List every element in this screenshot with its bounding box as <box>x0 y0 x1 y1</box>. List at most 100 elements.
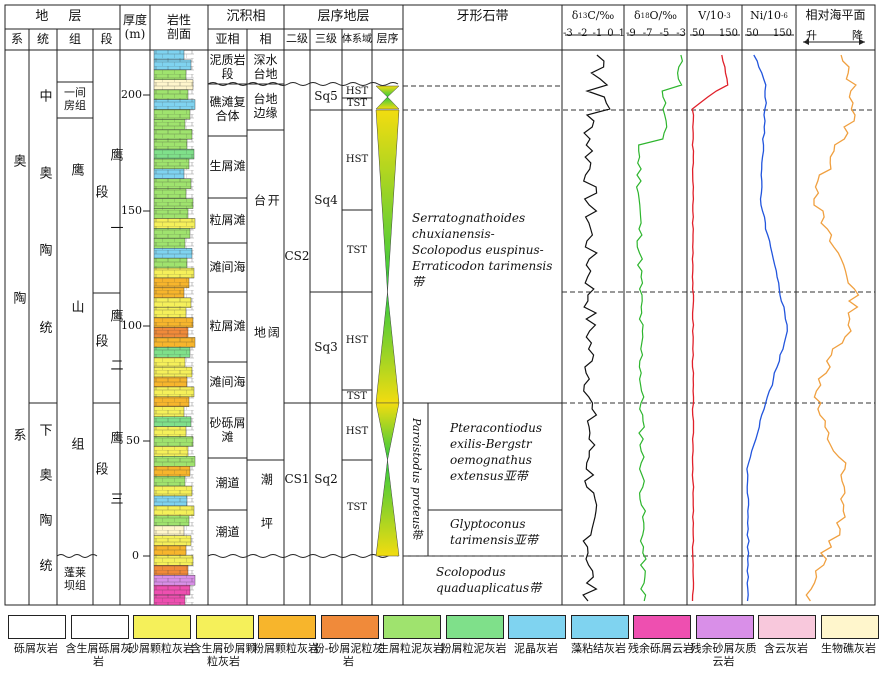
header-subfacies: 亚相 <box>215 31 240 46</box>
conodont-subzone-1: Pteracontiodus exilis-Bergstr oemognathu… <box>450 421 543 483</box>
o18-tick: -3 <box>676 28 686 39</box>
legend: 砾屑灰岩 含生屑砾屑灰岩 砂屑颗粒灰岩 含生屑砂屑颗粒灰岩 粉屑颗粒灰岩 粉-砂屑泥粒灰岩… <box>0 612 880 675</box>
depth-tick: 0 <box>132 549 139 562</box>
sea-down-label: 降 <box>852 29 863 42</box>
ni-curve <box>746 54 788 602</box>
o18-tick: -9 <box>626 28 636 39</box>
header-seq-order: 层序 <box>376 32 399 46</box>
legend-label: 藻粘结灰岩 <box>571 642 626 655</box>
o18-tick: -5 <box>659 28 670 39</box>
ni-tick: 50 <box>746 28 759 39</box>
segment-ying2: 鹰 二 段 <box>92 308 123 388</box>
o18-curve <box>635 54 684 602</box>
ni-ticks: 50 150 <box>746 28 792 39</box>
v-tick: 50 <box>692 28 705 39</box>
residual-sandy-dolomite-swatch-icon <box>695 615 754 639</box>
c13-tick: 0 <box>607 28 614 39</box>
subfacies-item: 粒屑滩 <box>209 212 246 227</box>
sequence-sq3: Sq3 <box>314 339 338 354</box>
tract-label: HST <box>345 154 369 166</box>
legend-label: 砂屑颗粒灰岩 <box>128 642 194 655</box>
sea-level-curve <box>805 54 860 602</box>
header-sequence: 层序地层 <box>317 8 370 24</box>
system-ordovician: 奥 陶 系 <box>10 153 26 502</box>
sandy-grain-swatch-icon <box>133 615 191 639</box>
subfacies-item: 滩间海 <box>209 374 246 389</box>
header-thickness: 厚度 (m) <box>122 12 147 41</box>
header-c13: δ 13 C/‰ <box>571 8 615 22</box>
reef-swatch-icon <box>820 615 879 639</box>
sequence-sq4: Sq4 <box>314 193 338 208</box>
sequence-sq2: Sq2 <box>314 471 338 486</box>
depth-tick: 50 <box>126 434 140 447</box>
subfacies-item: 粒屑滩 <box>209 319 246 334</box>
tract-label: HST <box>345 425 369 437</box>
residual-gravel-dolomite-swatch-icon <box>633 615 691 639</box>
dolomitic-limestone-swatch-icon <box>758 615 816 639</box>
o18-tick: -7 <box>642 28 653 39</box>
depth-tick: 200 <box>121 88 142 101</box>
conodont-zone-lower: Scolopodus quaduaplicatus带 <box>436 565 542 595</box>
sea-up-label: 升 <box>806 29 817 42</box>
c13-tick: -2 <box>577 28 588 39</box>
group-penglaiba: 蓬莱坝组 <box>64 566 86 592</box>
subfacies-item: 砂砾屑滩 <box>209 415 246 444</box>
legend-label: 含生屑砾屑灰岩 <box>65 642 132 668</box>
conodont-subzone-2: Glyptoconus tarimensis亚带 <box>450 517 538 547</box>
legend-label: 残余砂屑灰质云岩 <box>690 642 757 668</box>
bioclast-wacke-swatch-icon <box>383 615 441 639</box>
header-o18: δ 18 O/‰ <box>633 8 678 22</box>
segment-ying3: 鹰 三 段 <box>92 431 123 528</box>
frame-svg <box>4 4 876 606</box>
bioclast-sandy-swatch-icon <box>195 615 254 639</box>
conodont-zone-proteus: Paroistodus proteus带 <box>409 418 423 541</box>
header-v: V/10 -3 <box>698 8 731 22</box>
facies-item: 潮 坪 <box>259 473 274 543</box>
header-lithology: 岩性 剖面 <box>166 12 191 41</box>
header-second-order: 二级 <box>286 32 308 46</box>
ni-tick: 150 <box>772 28 792 39</box>
group-yijianfang: 一间房组 <box>64 86 86 112</box>
header-group: 组 <box>68 31 81 46</box>
header-system: 系 <box>10 31 23 46</box>
bioclast-gravel-swatch-icon <box>70 615 129 639</box>
depth-tick: 100 <box>121 319 142 332</box>
legend-label: 粉屑颗粒灰岩 <box>253 642 319 655</box>
tract-label: TST <box>346 502 368 514</box>
c13-tick: 1 <box>618 28 625 39</box>
silty-grain-swatch-icon <box>258 615 316 639</box>
lithology-column <box>153 50 196 605</box>
depth-tick: 150 <box>121 204 142 217</box>
conodont-zone-upper: Serratognathoides chuxianensis-Scolopodu… <box>412 211 553 289</box>
legend-label: 泥晶灰岩 <box>514 642 558 655</box>
legend-label: 残余砾屑云岩 <box>628 642 694 655</box>
header-facies-col: 相 <box>259 31 272 46</box>
legend-label: 生物礁灰岩 <box>821 642 876 655</box>
facies-item: 深水台地 <box>253 53 278 81</box>
tract-label: TST <box>346 245 368 257</box>
micrite-swatch-icon <box>508 615 566 639</box>
legend-label: 生屑粒泥灰岩 <box>378 642 444 655</box>
facies-item: 台地边缘 <box>253 92 278 120</box>
c13-tick: -3 <box>563 28 573 39</box>
legend-label: 砾屑灰岩 <box>14 642 58 655</box>
header-series: 统 <box>36 31 49 46</box>
header-third-order: 三级 <box>315 32 337 46</box>
header-stratum: 地 层 <box>35 8 90 24</box>
header-facies: 沉积相 <box>226 8 266 24</box>
header-sea-level: 相对海平面 <box>805 8 866 23</box>
tract-label: TST <box>346 98 368 110</box>
segment-ying1: 鹰 一 段 <box>92 148 123 263</box>
v-ticks: 50 150 <box>692 28 738 39</box>
facies-item: 开 阔 台 地 <box>252 194 281 396</box>
subfacies-item: 滩间海 <box>209 259 246 274</box>
legend-label: 粉屑粒泥灰岩 <box>440 642 507 655</box>
subfacies-item: 生屑滩 <box>209 159 246 174</box>
c13-tick: -1 <box>592 28 603 39</box>
sequence-sq5: Sq5 <box>314 89 338 104</box>
sequence-cs1: CS1 <box>284 471 310 486</box>
tract-label: TST <box>346 390 368 402</box>
tract-label: HST <box>345 86 369 98</box>
v-tick: 150 <box>718 28 738 39</box>
legend-label: 粉-砂屑泥粒灰岩 <box>313 642 384 668</box>
